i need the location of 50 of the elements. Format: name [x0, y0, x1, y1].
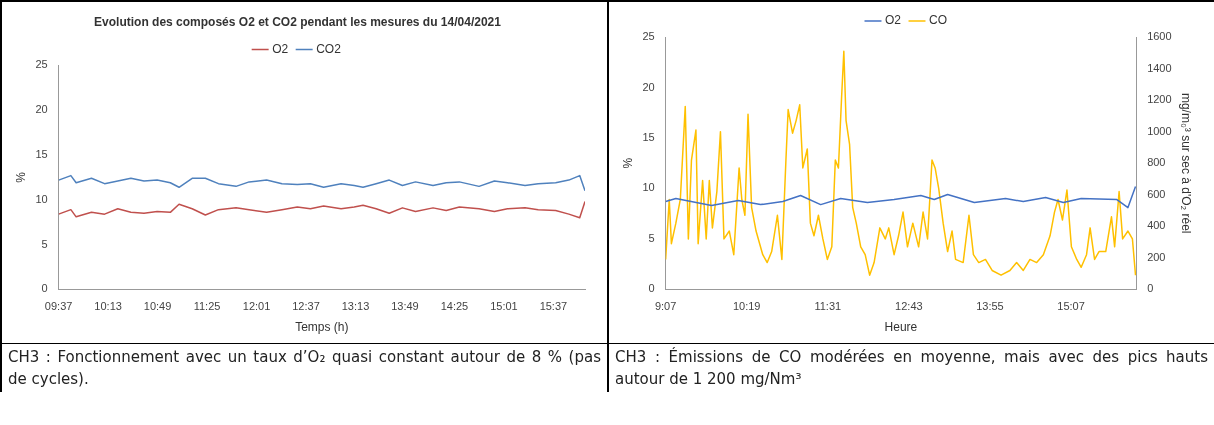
- y-tick-label: 0: [41, 282, 48, 295]
- y-tick-label: 25: [35, 58, 48, 71]
- x-tick-label: 10:13: [94, 300, 122, 313]
- x-tick-label: 09:37: [44, 300, 73, 313]
- x-tick-label: 14:25: [440, 300, 469, 313]
- y-tick-label: 5: [648, 231, 655, 244]
- x-tick-label: 12:01: [242, 300, 271, 313]
- y2-axis-title: mg/m₀³ sur sec à d'O₂ réel: [1179, 92, 1194, 234]
- x-tick-label: 12:37: [292, 300, 320, 313]
- y-tick-label: 15: [35, 148, 48, 161]
- y2-tick-label: 200: [1147, 250, 1166, 263]
- x-tick-label: 10:49: [143, 300, 172, 313]
- y-tick-label: 10: [642, 181, 655, 194]
- y-tick-label: 20: [642, 80, 655, 93]
- x-tick-label: 15:37: [539, 300, 568, 313]
- x-tick-label: 13:55: [976, 300, 1004, 313]
- x-tick-label: 15:01: [490, 300, 518, 313]
- legend-label: CO: [929, 13, 947, 28]
- y-tick-label: 0: [648, 282, 655, 295]
- x-tick-label: 11:25: [193, 300, 221, 313]
- y2-tick-label: 400: [1147, 219, 1166, 232]
- y2-tick-label: 0: [1147, 282, 1154, 295]
- legend-label: O2: [272, 41, 289, 56]
- chart-title: Evolution des composés O2 et CO2 pendant les mesures du 14/04/2021: [94, 14, 502, 29]
- y2-tick-label: 800: [1147, 156, 1166, 169]
- text: CH3 : Fonctionnement avec un taux d’O₂ quasi constant autour de 8 % (pas de cycles).: [7, 347, 602, 390]
- y-tick-label: 20: [35, 103, 48, 116]
- y-tick-label: 5: [41, 237, 48, 250]
- y-tick-label: 15: [642, 130, 655, 143]
- x-tick-label: 11:31: [814, 300, 842, 313]
- text: CH3 : Émissions de CO modérées en moyenne, mais avec des pics hauts autour de 1 200 mg/Nm³: [614, 346, 1209, 390]
- x-tick-label: 15:07: [1057, 300, 1085, 313]
- x-tick-label: 10:19: [732, 300, 761, 313]
- x-axis-title: Temps (h): [295, 320, 349, 335]
- y2-tick-label: 1200: [1147, 93, 1172, 106]
- y2-tick-label: 1400: [1147, 61, 1172, 74]
- x-axis-title: Heure: [884, 320, 918, 335]
- y-axis-title: %: [620, 157, 635, 169]
- legend-label: CO2: [316, 41, 342, 56]
- y-axis-title: %: [13, 171, 28, 183]
- x-tick-label: 13:49: [391, 300, 419, 313]
- y-tick-label: 25: [642, 30, 655, 43]
- x-tick-label: 12:43: [895, 300, 923, 313]
- x-tick-label: 9:07: [654, 300, 677, 313]
- legend-label: O2: [885, 13, 902, 28]
- x-tick-label: 13:13: [341, 300, 370, 313]
- y-tick-label: 10: [35, 192, 48, 205]
- y2-tick-label: 1600: [1147, 30, 1172, 43]
- y2-tick-label: 1000: [1147, 124, 1172, 137]
- y2-tick-label: 600: [1147, 187, 1166, 200]
